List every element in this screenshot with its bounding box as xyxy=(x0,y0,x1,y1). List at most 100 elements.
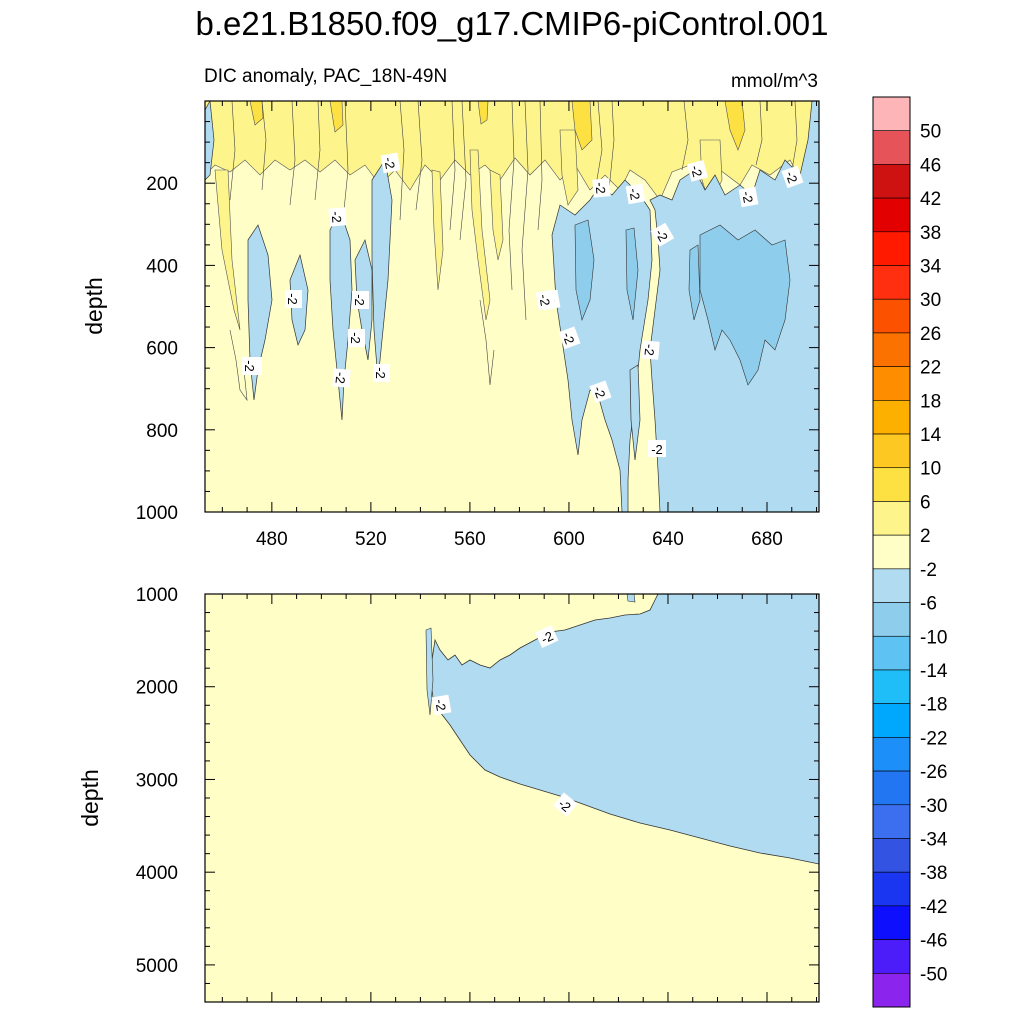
colorbar-level-label: -46 xyxy=(920,931,947,952)
upper-contour-label: -2 xyxy=(650,222,675,247)
colorbar-swatch xyxy=(872,96,911,132)
lower-western-sliver xyxy=(425,627,434,716)
upper-contour-label: -2 xyxy=(373,364,390,382)
colorbar-swatch xyxy=(872,534,911,570)
upper-contour-label: -2 xyxy=(348,329,365,347)
colorbar-swatch xyxy=(872,265,911,300)
upper-y-tick-label: 1000 xyxy=(136,503,178,524)
upper-y-axis-label: depth xyxy=(81,277,107,335)
lower-x-ticks xyxy=(221,594,818,1002)
chart-subtitle: DIC anomaly, PAC_18N-49N xyxy=(204,66,447,87)
colorbar-swatch xyxy=(872,804,911,839)
upper-panel: 480 520 560 600 640 680 200 400 600 800 1000 -2 -2… xyxy=(81,100,820,550)
colorbar-swatch xyxy=(872,905,911,940)
upper-y-tick-label: 600 xyxy=(146,339,178,360)
lower-y-axis-label: depth xyxy=(77,769,103,827)
upper-contour-label: -2 xyxy=(242,357,259,375)
colorbar-swatch xyxy=(872,433,911,469)
colorbar-level-label: 30 xyxy=(920,290,941,311)
upper-contour-label-text: -2 xyxy=(642,344,658,357)
upper-contour-label: -2 xyxy=(592,178,611,198)
lower-contour-label: -2 xyxy=(552,792,578,817)
colorbar-swatch xyxy=(872,332,911,367)
colorbar-level-label: -34 xyxy=(920,829,948,850)
colorbar-swatch xyxy=(872,467,911,502)
upper-contour-label-text: -2 xyxy=(333,372,349,385)
upper-y-tick-label: 200 xyxy=(146,174,178,195)
colorbar-level-label: 42 xyxy=(920,189,941,210)
upper-x-tick-label: 480 xyxy=(256,529,288,550)
upper-contour-label-text: -2 xyxy=(242,360,257,372)
upper-contour-label: -2 xyxy=(625,183,646,205)
colorbar-swatch xyxy=(872,703,911,738)
upper-contour-label: -2 xyxy=(535,289,556,311)
colorbar-swatch xyxy=(872,298,911,334)
upper-strong-negative-patches xyxy=(574,219,791,386)
upper-contour-label-text: -2 xyxy=(739,190,756,204)
upper-contour-label-text: -2 xyxy=(285,293,300,305)
upper-contour-label: -2 xyxy=(648,440,666,457)
colorbar-level-label: -50 xyxy=(920,964,947,985)
lower-y-tick-label: 4000 xyxy=(136,863,178,884)
upper-contour-label-text: -2 xyxy=(536,293,553,307)
colorbar-swatch xyxy=(872,939,911,974)
upper-y-tick-label: 800 xyxy=(146,421,178,442)
colorbar-level-label: -6 xyxy=(920,594,937,615)
upper-x-ticks: 480 520 560 600 640 680 xyxy=(221,101,818,550)
upper-contour-label: -2 xyxy=(641,340,660,360)
upper-contour-label: -2 xyxy=(285,290,302,308)
upper-x-tick-label: 640 xyxy=(652,529,684,550)
colorbar-swatch xyxy=(872,871,911,907)
upper-contour-lines xyxy=(229,101,798,402)
upper-contour-label: -2 xyxy=(558,326,581,350)
upper-contour-label-text: -2 xyxy=(591,384,609,400)
colorbar-swatch xyxy=(872,130,911,165)
colorbar-swatch xyxy=(872,501,911,536)
colorbar-level-label: -30 xyxy=(920,796,947,817)
upper-contour-label-text: -2 xyxy=(560,330,578,346)
colorbar-swatch xyxy=(872,669,911,704)
upper-x-tick-label: 600 xyxy=(553,529,585,550)
upper-strong-positive-patches xyxy=(249,101,746,151)
colorbar-level-label: 22 xyxy=(920,358,941,379)
lower-panel: 1000 2000 3000 4000 5000 -2 -2 -2 depth xyxy=(77,585,820,1003)
colorbar-swatch xyxy=(872,164,911,199)
upper-x-tick-label: 680 xyxy=(751,529,783,550)
lower-contour-label: -2 xyxy=(535,625,559,649)
upper-contour-label-text: -2 xyxy=(593,182,609,195)
lower-y-tick-label: 3000 xyxy=(136,770,178,791)
upper-contour-label-text: -2 xyxy=(348,332,363,344)
colorbar-level-label: -14 xyxy=(920,661,948,682)
lower-top-notch xyxy=(626,594,636,603)
colorbar-swatch xyxy=(872,635,911,671)
colorbar-swatch xyxy=(872,737,911,772)
colorbar-swatch xyxy=(872,972,911,1008)
upper-contour-label-text: -2 xyxy=(352,294,367,306)
colorbar-level-label: -2 xyxy=(920,560,937,581)
colorbar-level-label: -38 xyxy=(920,863,947,884)
lower-y-tick-label: 2000 xyxy=(136,678,178,699)
lower-y-tick-label: 1000 xyxy=(136,585,178,606)
colorbar-swatch xyxy=(872,770,911,806)
colorbar-swatch xyxy=(872,838,911,873)
colorbar-level-label: -26 xyxy=(920,762,947,783)
colorbar-swatch xyxy=(872,366,911,401)
upper-x-tick-label: 520 xyxy=(355,529,387,550)
colorbar-level-label: 6 xyxy=(920,492,931,513)
upper-contour-label-text: -2 xyxy=(626,187,643,201)
upper-contour-label: -2 xyxy=(738,186,759,208)
upper-contour-label: -2 xyxy=(781,165,804,189)
colorbar-swatch xyxy=(872,231,911,266)
colorbar-level-label: -18 xyxy=(920,695,947,716)
lower-contour-label-text: -2 xyxy=(539,628,556,646)
units-label: mmol/m^3 xyxy=(731,71,818,92)
colorbar-level-label: -10 xyxy=(920,627,947,648)
lower-contour-label-text: -2 xyxy=(432,698,449,712)
colorbar-level-label: 18 xyxy=(920,391,941,412)
upper-contour-label: -2 xyxy=(380,152,401,174)
upper-contour-label: -2 xyxy=(589,380,612,404)
upper-contour-label-text: -2 xyxy=(651,442,663,457)
figure-title: b.e21.B1850.f09_g17.CMIP6-piControl.001 xyxy=(195,5,829,42)
upper-contour-label-text: -2 xyxy=(373,367,388,379)
